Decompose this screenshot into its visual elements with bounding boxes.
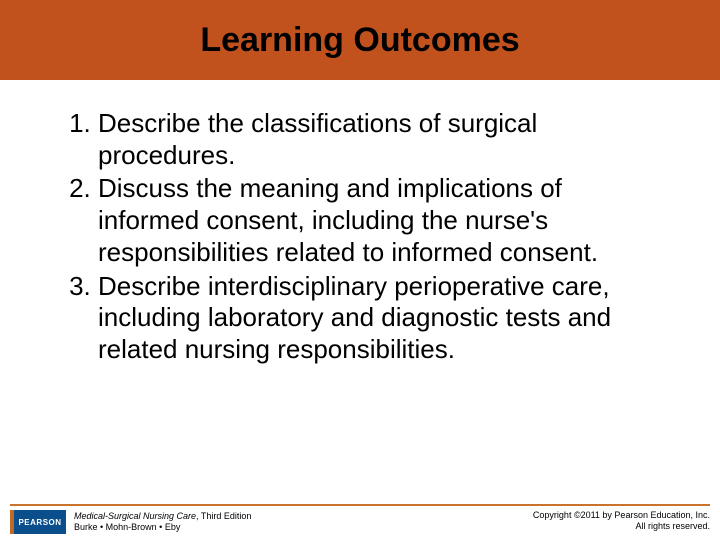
footer-divider — [10, 504, 710, 506]
list-item: Describe interdisciplinary perioperative… — [98, 271, 670, 366]
list-item: Describe the classifications of surgical… — [98, 108, 670, 171]
pearson-logo: PEARSON — [10, 510, 66, 534]
footer: PEARSON Medical-Surgical Nursing Care, T… — [0, 504, 720, 540]
title-bar: Learning Outcomes — [0, 0, 720, 80]
content-area: Describe the classifications of surgical… — [0, 80, 720, 540]
copyright-line2: All rights reserved. — [533, 521, 710, 532]
list-item: Discuss the meaning and implications of … — [98, 173, 670, 268]
footer-row: PEARSON Medical-Surgical Nursing Care, T… — [0, 510, 720, 540]
book-edition: , Third Edition — [196, 511, 251, 521]
book-title-line: Medical-Surgical Nursing Care, Third Edi… — [74, 511, 251, 522]
slide: Learning Outcomes Describe the classific… — [0, 0, 720, 540]
book-info: Medical-Surgical Nursing Care, Third Edi… — [74, 511, 251, 533]
copyright: Copyright ©2011 by Pearson Education, In… — [533, 510, 710, 532]
book-authors: Burke • Mohn-Brown • Eby — [74, 522, 251, 533]
book-title: Medical-Surgical Nursing Care — [74, 511, 196, 521]
logo-text: PEARSON — [18, 518, 61, 527]
outcomes-list: Describe the classifications of surgical… — [50, 108, 670, 366]
copyright-line1: Copyright ©2011 by Pearson Education, In… — [533, 510, 710, 521]
slide-title: Learning Outcomes — [200, 21, 519, 60]
footer-left: PEARSON Medical-Surgical Nursing Care, T… — [10, 510, 251, 534]
